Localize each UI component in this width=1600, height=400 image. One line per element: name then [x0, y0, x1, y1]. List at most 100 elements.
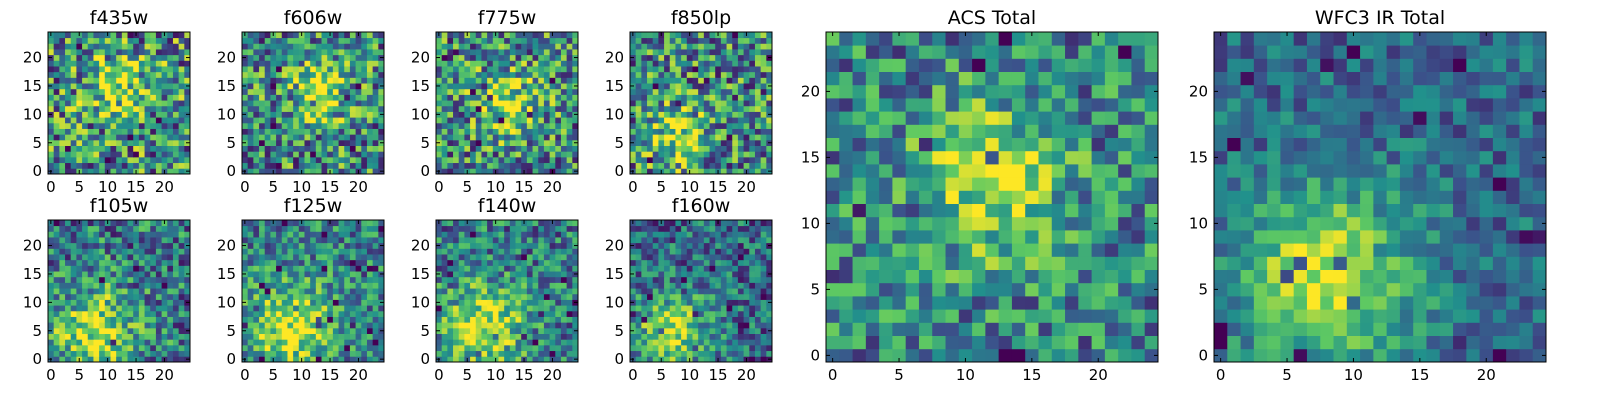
- heatmap-cell: [133, 305, 140, 312]
- heatmap-cell: [532, 220, 539, 227]
- heatmap-cell: [436, 225, 443, 232]
- heatmap-cell: [344, 282, 351, 289]
- heatmap-cell: [532, 43, 539, 50]
- heatmap-cell: [276, 122, 283, 129]
- heatmap-cell: [247, 310, 254, 317]
- heatmap-cell: [327, 288, 334, 295]
- heatmap-cell: [470, 237, 477, 244]
- heatmap-cell: [726, 122, 733, 129]
- heatmap-cell: [635, 350, 642, 357]
- heatmap-cell: [116, 156, 123, 164]
- heatmap-cell: [436, 100, 443, 107]
- heatmap-cell: [504, 43, 511, 50]
- heatmap-cell: [692, 117, 699, 124]
- heatmap-cell: [436, 305, 443, 312]
- heatmap-cell: [549, 299, 556, 306]
- heatmap-cell: [521, 54, 528, 61]
- y-tick-label: 15: [217, 77, 236, 95]
- heatmap-cell: [543, 37, 550, 44]
- heatmap-cell: [720, 305, 727, 312]
- heatmap-cell: [138, 271, 145, 278]
- heatmap-cell: [532, 259, 539, 266]
- heatmap-cell: [526, 105, 533, 112]
- heatmap-cell: [93, 111, 100, 118]
- heatmap-cell: [481, 305, 488, 312]
- heatmap-cell: [498, 37, 505, 44]
- heatmap-cell: [378, 333, 385, 340]
- heatmap-cells: [242, 220, 385, 363]
- heatmap-cell: [70, 145, 77, 152]
- heatmap-cell: [703, 111, 710, 118]
- heatmap-cell: [635, 322, 642, 329]
- heatmap-cell: [59, 156, 66, 164]
- heatmap-cell: [264, 60, 271, 67]
- heatmap-cell: [310, 60, 317, 67]
- heatmap-cell: [498, 299, 505, 306]
- heatmap-cell: [167, 162, 174, 169]
- heatmap-cell: [264, 71, 271, 78]
- heatmap-cell: [441, 117, 448, 124]
- heatmap-cell: [361, 37, 368, 44]
- heatmap-cell: [652, 350, 659, 357]
- heatmap-cell: [172, 66, 180, 73]
- heatmap-cell: [555, 327, 562, 334]
- heatmap-cell: [732, 276, 739, 283]
- heatmap-cell: [532, 145, 539, 152]
- heatmap-cell: [276, 37, 283, 44]
- heatmap-cell: [560, 333, 568, 340]
- heatmap-cell: [754, 276, 762, 283]
- heatmap-cell: [338, 322, 345, 329]
- heatmap-cell: [458, 88, 465, 95]
- heatmap-cell: [133, 49, 140, 56]
- heatmap-cell: [475, 225, 482, 232]
- heatmap-cell: [138, 265, 145, 272]
- heatmap-cell: [65, 88, 72, 95]
- heatmap-cell: [555, 122, 562, 129]
- heatmap-cell: [487, 248, 494, 255]
- heatmap-cell: [498, 66, 505, 73]
- heatmap-cell: [470, 276, 477, 283]
- heatmap-cell: [259, 162, 266, 169]
- heatmap-cell: [184, 248, 191, 255]
- heatmap-cell: [572, 282, 579, 289]
- heatmap-cell: [675, 77, 682, 84]
- heatmap-cell: [59, 128, 66, 135]
- heatmap-cell: [532, 271, 539, 278]
- heatmap-cell: [549, 128, 556, 135]
- heatmap-cell: [247, 356, 254, 363]
- heatmap-cell: [521, 327, 528, 334]
- heatmap-cell: [127, 117, 134, 124]
- heatmap-cell: [566, 117, 573, 124]
- heatmap-cell: [150, 293, 157, 300]
- heatmap-cell: [167, 139, 174, 146]
- heatmap-cell: [70, 220, 77, 227]
- heatmap-cell: [441, 168, 448, 175]
- heatmap-cell: [737, 54, 744, 61]
- heatmap-cell: [144, 305, 151, 312]
- heatmap-cell: [709, 316, 716, 323]
- heatmap-cell: [464, 282, 471, 289]
- heatmap-cell: [82, 134, 89, 141]
- heatmap-cell: [133, 88, 140, 95]
- heatmap-cell: [366, 316, 374, 323]
- heatmap-cell: [116, 88, 123, 95]
- heatmap-cell: [652, 128, 659, 135]
- heatmap-cell: [492, 327, 499, 334]
- heatmap-cell: [298, 333, 305, 340]
- heatmap-cell: [355, 327, 362, 334]
- heatmap-cell: [144, 254, 151, 261]
- heatmap-cell: [464, 350, 471, 357]
- heatmap-cell: [138, 100, 145, 107]
- heatmap-cell: [436, 254, 443, 261]
- heatmap-cell: [270, 128, 277, 135]
- heatmap-cell: [172, 100, 180, 107]
- heatmap-cell: [470, 305, 477, 312]
- heatmap-cell: [315, 299, 322, 306]
- heatmap-cell: [749, 71, 756, 78]
- heatmap-cell: [332, 344, 339, 352]
- heatmap-cell: [355, 237, 362, 244]
- heatmap-cell: [332, 350, 339, 357]
- heatmap-cell: [572, 66, 579, 73]
- heatmap-cell: [172, 49, 180, 56]
- heatmap-cell: [93, 134, 100, 141]
